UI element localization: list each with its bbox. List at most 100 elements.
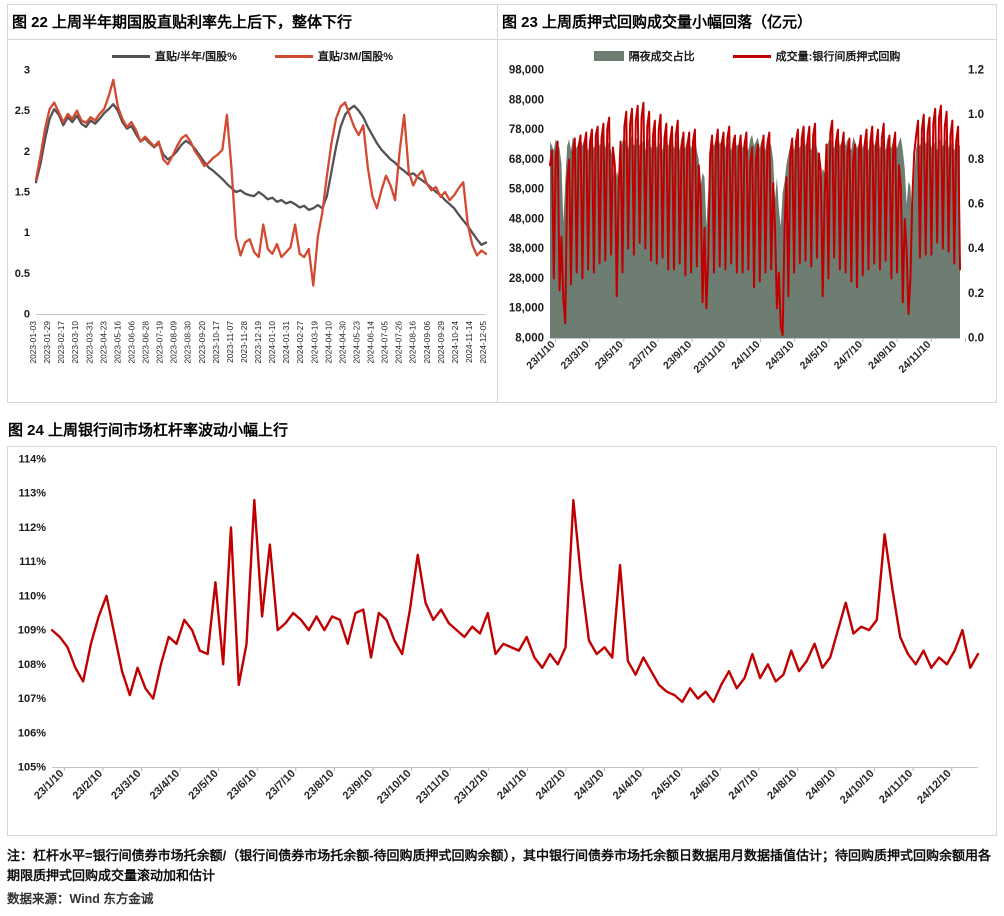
svg-text:0.0: 0.0: [968, 333, 984, 345]
svg-text:2: 2: [24, 146, 30, 158]
svg-text:88,000: 88,000: [509, 94, 544, 106]
svg-text:24/1/10: 24/1/10: [729, 339, 762, 372]
svg-text:24/2/10: 24/2/10: [534, 768, 568, 802]
chart23-panel: 8,000 18,000 28,000 38,000 48,000 58,000 68,00…: [498, 40, 996, 402]
svg-text:23/3/10: 23/3/10: [109, 768, 143, 802]
svg-text:24/10/10: 24/10/10: [838, 768, 877, 807]
chart24-panel: 105% 106% 107% 108% 109% 110% 111% 112% 113% 114%…: [7, 446, 997, 836]
svg-text:23/3/10: 23/3/10: [558, 339, 591, 372]
svg-text:2024-12-05: 2024-12-05: [478, 321, 488, 364]
svg-text:2023-07-19: 2023-07-19: [155, 321, 165, 364]
svg-text:24/5/10: 24/5/10: [649, 768, 683, 802]
svg-text:2023-11-28: 2023-11-28: [239, 321, 249, 363]
svg-text:114%: 114%: [18, 454, 46, 466]
svg-text:2023-04-23: 2023-04-23: [98, 321, 108, 364]
svg-text:18,000: 18,000: [509, 303, 544, 315]
chart24-x-axis-labels: 23/1/10 23/2/10 23/3/10 23/4/10 23/5/10 23/6/…: [32, 768, 954, 807]
chart24-x-ticks: [63, 767, 953, 771]
svg-text:2024-07-05: 2024-07-05: [380, 321, 390, 364]
chart22-x-axis-labels: 2023-01-03 2023-01-29 2023-02-17 2023-03-10…: [28, 321, 488, 364]
svg-text:2024-09-06: 2024-09-06: [422, 321, 432, 364]
svg-text:2023-11-07: 2023-11-07: [225, 321, 235, 363]
svg-text:23/5/10: 23/5/10: [593, 339, 626, 372]
svg-text:24/6/10: 24/6/10: [688, 768, 722, 802]
chart23-title: 图 23 上周质押式回购成交量小幅回落（亿元）: [498, 5, 996, 40]
svg-text:24/8/10: 24/8/10: [765, 768, 799, 802]
svg-text:107%: 107%: [18, 693, 46, 705]
svg-text:24/11/10: 24/11/10: [877, 768, 915, 806]
svg-text:2023-10-17: 2023-10-17: [211, 321, 221, 364]
svg-text:0.2: 0.2: [968, 288, 984, 300]
svg-text:2023-08-30: 2023-08-30: [183, 321, 193, 364]
svg-text:24/5/10: 24/5/10: [798, 339, 831, 372]
svg-text:28,000: 28,000: [509, 273, 544, 285]
svg-text:2023-02-17: 2023-02-17: [56, 321, 66, 364]
svg-text:23/8/10: 23/8/10: [302, 768, 336, 802]
chart23-svg: 8,000 18,000 28,000 38,000 48,000 58,000 68,00…: [509, 65, 985, 376]
svg-text:110%: 110%: [18, 590, 46, 602]
svg-text:0.5: 0.5: [15, 268, 30, 280]
svg-text:48,000: 48,000: [509, 213, 544, 225]
svg-text:109%: 109%: [18, 625, 46, 637]
svg-text:1.5: 1.5: [15, 187, 30, 199]
svg-text:2023-06-28: 2023-06-28: [141, 321, 151, 364]
svg-text:24/1/10: 24/1/10: [495, 768, 529, 802]
chart24-line-series-0: [50, 498, 980, 704]
svg-text:2024-03-19: 2024-03-19: [309, 321, 319, 364]
svg-text:98,000: 98,000: [509, 65, 544, 77]
svg-text:24/3/10: 24/3/10: [763, 339, 796, 372]
svg-text:2024-01-31: 2024-01-31: [281, 321, 291, 364]
svg-text:2024-04-10: 2024-04-10: [323, 321, 333, 364]
svg-text:78,000: 78,000: [509, 124, 544, 136]
svg-text:0: 0: [24, 309, 30, 321]
svg-text:2024-08-16: 2024-08-16: [408, 321, 418, 364]
svg-text:58,000: 58,000: [509, 184, 544, 196]
svg-text:113%: 113%: [18, 488, 46, 500]
chart23-x-ticks: [554, 338, 966, 342]
svg-text:2024-01-10: 2024-01-10: [267, 321, 277, 364]
svg-text:1.0: 1.0: [968, 109, 984, 121]
svg-text:3: 3: [24, 65, 30, 77]
svg-text:2024-06-14: 2024-06-14: [366, 321, 376, 364]
chart22-svg: 0 0.5 1 1.5 2 2.5 3 2023-01-03 2023-01-29 2023-02…: [15, 65, 488, 364]
chart23-line-series-1: [549, 101, 961, 337]
svg-text:23/2/10: 23/2/10: [71, 768, 105, 802]
svg-text:2024-04-30: 2024-04-30: [337, 321, 347, 364]
svg-text:1: 1: [24, 227, 30, 239]
svg-text:105%: 105%: [18, 762, 46, 774]
chart23-y-axis-labels: 8,000 18,000 28,000 38,000 48,000 58,000 68,00…: [509, 65, 544, 345]
svg-text:106%: 106%: [18, 727, 46, 739]
svg-text:23/9/10: 23/9/10: [661, 339, 694, 372]
svg-text:2024-10-24: 2024-10-24: [450, 321, 460, 364]
svg-text:2023-06-06: 2023-06-06: [126, 321, 136, 364]
svg-text:23/11/10: 23/11/10: [414, 768, 452, 806]
svg-text:2023-12-19: 2023-12-19: [253, 321, 263, 364]
svg-text:24/9/10: 24/9/10: [804, 768, 838, 802]
svg-text:2024-02-27: 2024-02-27: [295, 321, 305, 364]
svg-text:2023-01-03: 2023-01-03: [28, 321, 38, 364]
chart24-svg: 105% 106% 107% 108% 109% 110% 111% 112% 113% 114%…: [18, 454, 980, 807]
chart22-y-axis-labels: 0 0.5 1 1.5 2 2.5 3: [15, 65, 30, 321]
svg-text:24/11/10: 24/11/10: [896, 339, 933, 376]
svg-text:23/4/10: 23/4/10: [148, 768, 182, 802]
chart22-line-series-0: [34, 103, 488, 247]
chart24-y-axis-labels: 105% 106% 107% 108% 109% 110% 111% 112% 113% 114%: [18, 454, 46, 774]
chart23-right-axis-labels: 0.0 0.2 0.4 0.6 0.8 1.0 1.2: [968, 65, 985, 345]
chart22-line-series-1: [34, 78, 488, 287]
svg-text:23/6/10: 23/6/10: [225, 768, 259, 802]
chart23-x-axis-labels: 23/1/10 23/3/10 23/5/10 23/7/10 23/9/1023/11…: [524, 339, 933, 376]
svg-text:2024-11-14: 2024-11-14: [464, 321, 474, 363]
svg-text:111%: 111%: [19, 556, 46, 568]
svg-text:24/9/10: 24/9/10: [866, 339, 899, 372]
svg-text:24/4/10: 24/4/10: [611, 768, 645, 802]
svg-text:2024-07-26: 2024-07-26: [394, 321, 404, 364]
svg-text:2023-09-20: 2023-09-20: [197, 321, 207, 364]
svg-text:2023-03-31: 2023-03-31: [84, 321, 94, 364]
svg-text:108%: 108%: [18, 659, 46, 671]
top-charts-grid: 图 22 上周半年期国股直贴利率先上后下，整体下行 图 23 上周质押式回购成交…: [7, 4, 997, 403]
svg-text:8,000: 8,000: [515, 333, 544, 345]
svg-text:2023-03-10: 2023-03-10: [70, 321, 80, 364]
svg-text:23/7/10: 23/7/10: [627, 339, 660, 372]
svg-text:0.8: 0.8: [968, 154, 985, 166]
